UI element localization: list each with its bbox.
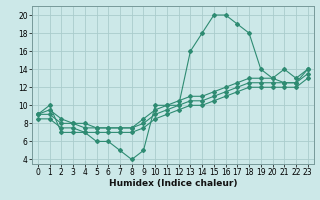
X-axis label: Humidex (Indice chaleur): Humidex (Indice chaleur) bbox=[108, 179, 237, 188]
